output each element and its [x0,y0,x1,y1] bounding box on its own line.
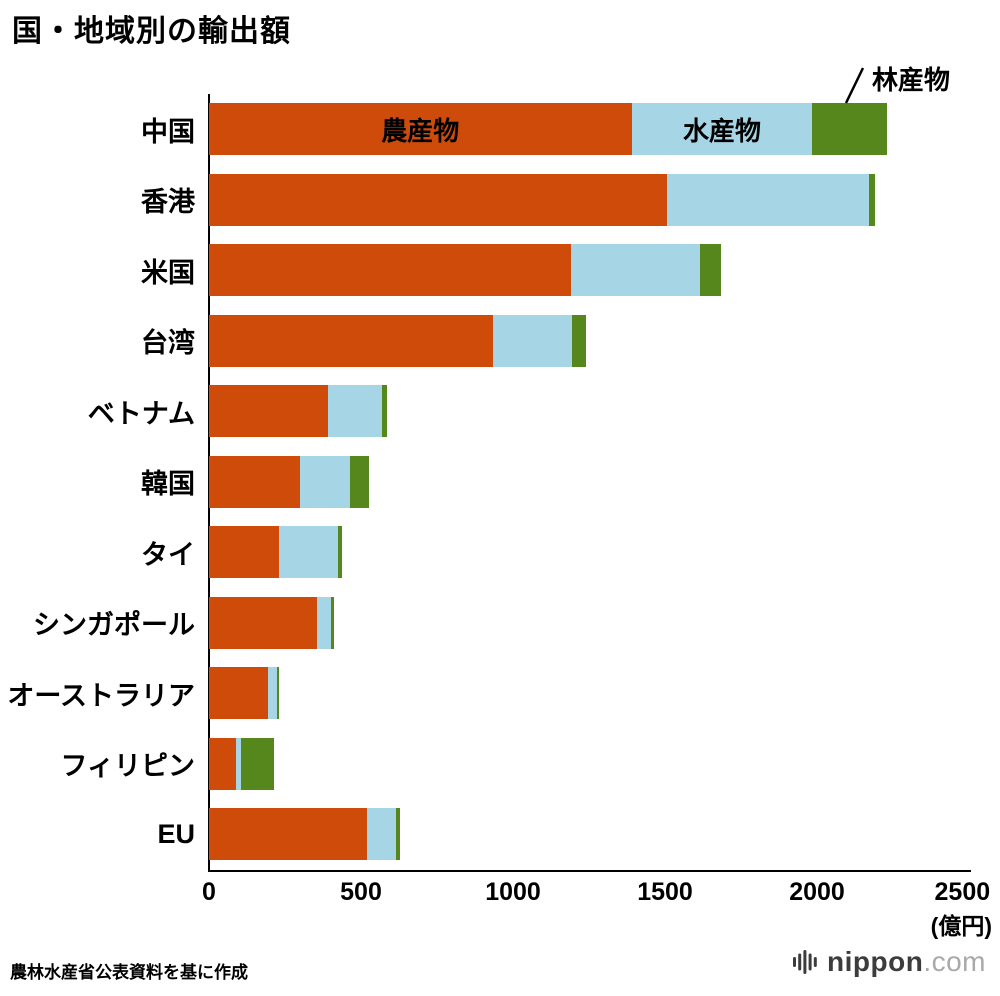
category-label: タイ [141,539,195,570]
chart-row: 韓国 [0,447,1000,518]
nippon-logo: nippon.com [793,946,986,978]
bar-segment-agri [209,173,667,226]
bar-track [209,385,969,438]
bar-segment-agri [209,808,368,861]
category-label: 香港 [141,187,195,218]
x-tick-label: 2000 [789,878,845,906]
bar-segment-marine [300,455,351,508]
chart-row: フィリピン [0,729,1000,800]
bar-track [209,173,969,226]
bar-segment-agri [209,385,328,438]
chart-row: EU [0,799,1000,870]
bar-segment-marine: 水産物 [631,103,813,156]
chart-row: ベトナム [0,376,1000,447]
bar-segment-forest [338,526,342,579]
bar-segment-marine [367,808,396,861]
bar-track [209,526,969,579]
bar-segment-marine [327,385,383,438]
category-label: オーストラリア [7,680,195,711]
bar-segment-marine [493,314,573,367]
chart-row: 香港 [0,165,1000,236]
category-label: 中国 [141,116,195,147]
bar-segment-marine [316,596,331,649]
bar-segment-forest [277,667,280,720]
bar-segment-forest [382,385,387,438]
x-tick-label: 500 [340,878,382,906]
axis-unit-label: (億円) [930,913,992,939]
bar-track [209,244,969,297]
x-tick-label: 1000 [485,878,541,906]
bar-segment-agri [209,314,494,367]
bar-segment-agri [209,596,317,649]
bar-segment-forest [350,455,369,508]
bars-area: 中国 農産物 水産物香港米国台湾ベトナム韓国タイシンガポールオーストラリアフィリピン… [0,94,1000,870]
bar-track [209,808,969,861]
y-axis-line [207,94,210,871]
bar-segment-agri [209,667,269,720]
bar-track [209,596,969,649]
category-label: 米国 [141,257,195,288]
bar-track [209,667,969,720]
bar-segment-forest [240,737,275,790]
bar-segment-marine [236,737,241,790]
bar-segment-agri [209,526,279,579]
bar-track: 農産物 水産物 [209,103,969,156]
category-label: EU [157,818,195,849]
chart-row: 米国 [0,235,1000,306]
bar-segment-agri [209,244,571,297]
bar-segment-marine [666,173,869,226]
category-label: ベトナム [87,398,195,429]
category-label: フィリピン [60,751,195,782]
bar-track [209,737,969,790]
annotation-forest-label: 林産物 [872,65,951,95]
bar-segment-forest [868,173,875,226]
chart-row: タイ [0,517,1000,588]
bar-segment-forest [395,808,400,861]
bar-segment-agri: 農産物 [209,103,632,156]
chart-row: 中国 農産物 水産物 [0,94,1000,165]
source-note: 農林水産省公表資料を基に作成 [10,963,248,982]
soundwave-bars-icon [793,950,817,974]
inline-series-label: 農産物 [381,115,460,146]
x-tick-label: 2500 [934,878,991,906]
bar-segment-marine [278,526,339,579]
annotation-connector-line [844,67,865,104]
category-label: 韓国 [141,469,195,500]
chart-row: オーストラリア [0,658,1000,729]
bar-segment-agri [209,737,237,790]
bar-segment-forest [699,244,722,297]
x-axis-line [207,869,971,872]
chart-row: 台湾 [0,306,1000,377]
bar-segment-agri [209,455,301,508]
chart-row: シンガポール [0,588,1000,659]
bar-track [209,314,969,367]
bar-segment-forest [572,314,586,367]
bar-segment-forest [812,103,887,156]
logo-suffix: .com [923,946,986,977]
bar-segment-marine [570,244,700,297]
category-label: 台湾 [141,328,195,359]
bar-track [209,455,969,508]
chart-title: 国・地域別の輸出額 [12,15,291,48]
logo-text: nippon.com [827,946,986,978]
x-tick-label: 0 [202,878,216,906]
bar-segment-forest [330,596,334,649]
x-tick-label: 1500 [637,878,693,906]
category-label: シンガポール [33,610,195,641]
logo-name: nippon [827,946,924,977]
bar-segment-marine [268,667,278,720]
inline-series-label: 水産物 [682,115,761,146]
